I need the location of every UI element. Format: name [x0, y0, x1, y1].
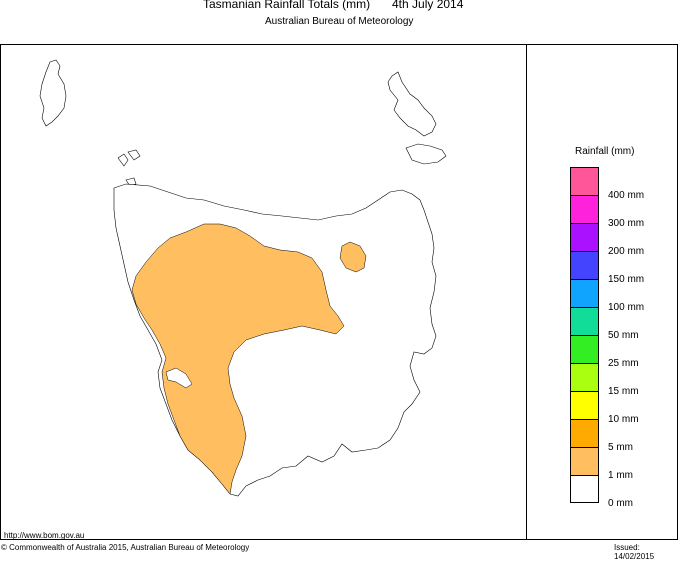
legend-label-3: 200 mm: [608, 246, 645, 257]
cape-barren-island: [405, 143, 447, 165]
macquarie-harbour: [165, 367, 193, 389]
legend-swatch-6: [570, 335, 599, 363]
small-island-2: [127, 149, 141, 161]
legend-swatch-8: [570, 391, 599, 419]
legend-swatch-5: [570, 307, 599, 335]
source-url[interactable]: http://www.bom.gov.au: [4, 531, 85, 540]
legend-swatch-4: [570, 279, 599, 307]
legend-label-8: 15 mm: [608, 386, 639, 397]
legend-label-10: 5 mm: [608, 442, 633, 453]
map-title-row: Tasmanian Rainfall Totals (mm) 4th July …: [0, 0, 680, 13]
legend-title: Rainfall (mm): [575, 146, 635, 157]
legend-swatch-2: [570, 223, 599, 251]
map-subtitle: Australian Bureau of Meteorology: [265, 16, 414, 27]
rain-region-northeast: [339, 241, 367, 273]
king-island: [39, 59, 67, 127]
map-title: Tasmanian Rainfall Totals (mm): [203, 0, 371, 11]
legend-swatch-0: [570, 167, 599, 195]
legend-label-2: 300 mm: [608, 218, 645, 229]
legend-swatch-7: [570, 363, 599, 391]
legend-swatch-1: [570, 195, 599, 223]
map-frame: [0, 44, 678, 540]
map-date: 4th July 2014: [392, 0, 464, 11]
copyright-notice: © Commonwealth of Australia 2015, Austra…: [1, 543, 250, 552]
flinders-island: [387, 71, 437, 137]
legend-label-6: 50 mm: [608, 330, 639, 341]
rain-region-west: [131, 223, 345, 495]
legend-label-12: 0 mm: [608, 498, 633, 509]
issued-date: Issued: 14/02/2015: [614, 543, 655, 561]
legend-swatch-9: [570, 419, 599, 447]
legend-swatch-10: [570, 447, 599, 475]
legend-label-11: 1 mm: [608, 470, 633, 481]
legend-label-5: 100 mm: [608, 302, 645, 313]
small-island-1: [117, 153, 129, 167]
legend-label-1: 400 mm: [608, 190, 645, 201]
legend-divider: [526, 44, 527, 540]
legend-label-7: 25 mm: [608, 358, 639, 369]
legend-label-9: 10 mm: [608, 414, 639, 425]
legend-label-4: 150 mm: [608, 274, 645, 285]
rainfall-legend: [570, 167, 599, 503]
legend-swatch-3: [570, 251, 599, 279]
legend-swatch-11: [570, 475, 599, 503]
